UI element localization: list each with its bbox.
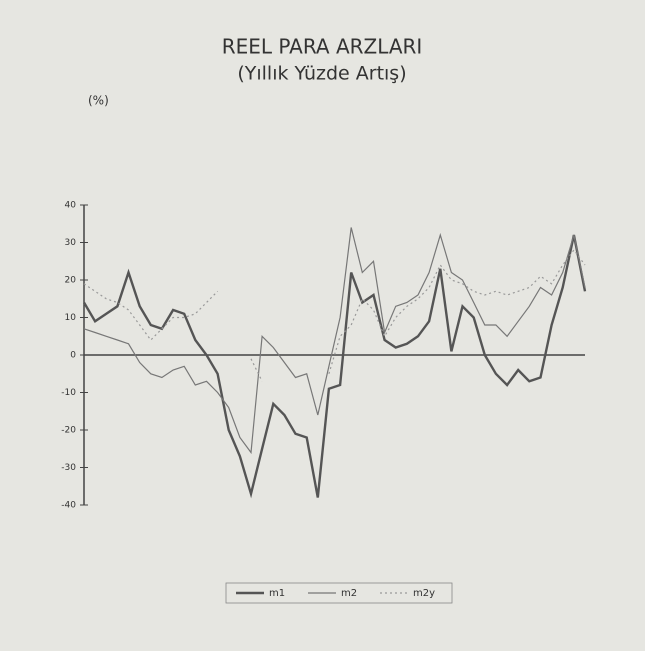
- y-tick-label: -30: [61, 463, 76, 473]
- legend-box: [225, 582, 453, 604]
- line-series: [83, 227, 586, 455]
- y-tick-label: 0: [70, 351, 76, 361]
- line-series: [83, 248, 586, 382]
- y-tick-label: -10: [61, 388, 76, 398]
- y-tick-label: 20: [65, 276, 77, 286]
- line-series: [82, 234, 587, 499]
- legend-label: m2: [341, 588, 357, 599]
- y-tick-label: 30: [65, 238, 77, 248]
- y-tick-label: -40: [61, 501, 76, 511]
- chart-title: REEL PARA ARZLARI: [222, 35, 423, 59]
- y-tick-label: -20: [61, 426, 76, 436]
- y-tick-label: 40: [65, 201, 77, 211]
- y-axis-label: (%): [88, 94, 109, 108]
- legend-label: m1: [269, 588, 285, 599]
- legend-label: m2y: [413, 588, 435, 599]
- chart-subtitle: (Yıllık Yüzde Artış): [237, 63, 406, 85]
- y-tick-label: 10: [65, 313, 77, 323]
